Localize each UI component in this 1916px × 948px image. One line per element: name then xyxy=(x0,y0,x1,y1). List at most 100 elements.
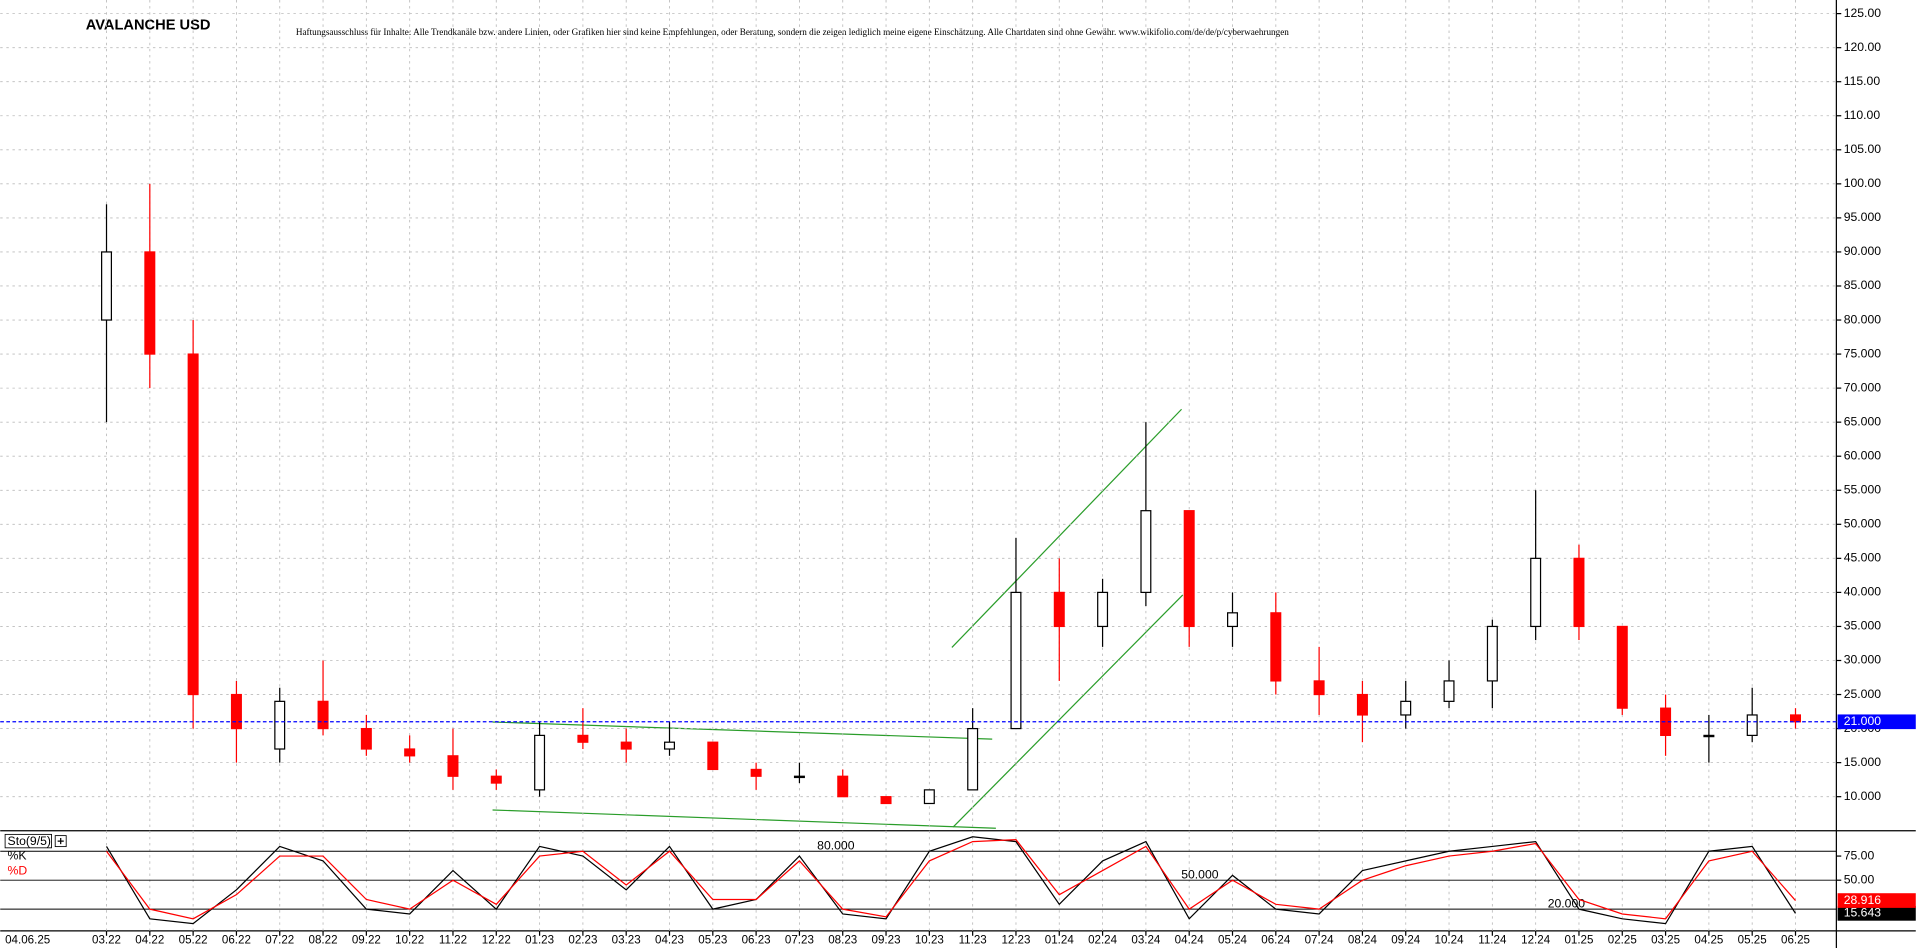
candle-body xyxy=(620,741,632,750)
candle-body xyxy=(1010,591,1022,730)
candle-body xyxy=(360,727,372,750)
x-tick-label: 09.23 xyxy=(872,934,901,947)
y-tick-label: 35.000 xyxy=(1844,619,1882,633)
y-tick-label: 80.000 xyxy=(1844,312,1882,326)
y-tick-label: 95.000 xyxy=(1844,210,1882,224)
x-tick-label: 12.23 xyxy=(1001,934,1030,947)
x-tick-label: 08.24 xyxy=(1348,934,1378,947)
value-label: 28.916 xyxy=(1844,893,1882,907)
level-label: 80.000 xyxy=(817,839,855,853)
candle-body xyxy=(1227,612,1239,628)
candle-body xyxy=(187,353,199,696)
x-tick-label: 02.24 xyxy=(1088,934,1118,947)
candle-body xyxy=(1790,714,1801,723)
value-label: 15.643 xyxy=(1844,906,1882,920)
y-tick-label: 70.000 xyxy=(1844,380,1882,394)
x-tick-label: 07.24 xyxy=(1305,934,1335,947)
x-tick-label: 06.22 xyxy=(222,934,251,947)
y-tick-label: 105.00 xyxy=(1844,142,1882,156)
candle-body xyxy=(750,768,762,777)
x-tick-label: 10.22 xyxy=(395,934,424,947)
y-tick-label: 120.00 xyxy=(1844,40,1882,54)
x-tick-label: 11.22 xyxy=(439,934,467,947)
y-tick-label: 55.000 xyxy=(1844,482,1882,496)
level-label: 20.000 xyxy=(1548,896,1586,910)
y-tick-label: 125.00 xyxy=(1844,6,1882,20)
candle-body xyxy=(1097,591,1109,628)
x-tick-label: 10.24 xyxy=(1435,934,1465,947)
x-tick-label: 08.22 xyxy=(309,934,338,947)
x-tick-label: 05.23 xyxy=(698,934,727,947)
x-tick-label: 08.23 xyxy=(828,934,857,947)
candle-body xyxy=(1270,612,1282,682)
x-tick-label: 12.22 xyxy=(482,934,511,947)
candle-body xyxy=(577,734,589,743)
y-tick-label: 50.00 xyxy=(1844,872,1875,886)
x-tick-label: 02.25 xyxy=(1608,934,1637,947)
candle-body xyxy=(1053,591,1065,628)
legend-k: %K xyxy=(8,849,27,863)
y-tick-label: 10.000 xyxy=(1844,789,1882,803)
y-tick-label: 75.000 xyxy=(1844,346,1882,360)
indicator-name: Sto(9/5) xyxy=(8,834,51,848)
candle-body xyxy=(1530,557,1542,628)
candle-body xyxy=(1313,680,1325,696)
x-tick-label: 04.24 xyxy=(1175,934,1205,947)
candle-body xyxy=(1400,700,1412,716)
date-label: 04.06.25 xyxy=(5,934,50,947)
y-tick-label: 85.000 xyxy=(1844,278,1882,292)
candle-body xyxy=(1573,557,1585,628)
candle-body xyxy=(317,700,329,730)
candle-body xyxy=(1356,693,1368,716)
candle-body xyxy=(707,741,719,771)
last-price-label: 21.000 xyxy=(1844,714,1882,728)
candle-body xyxy=(923,789,935,805)
y-tick-label: 90.000 xyxy=(1844,244,1882,258)
candle-body xyxy=(1616,625,1628,709)
y-tick-label: 110.00 xyxy=(1844,108,1881,122)
candle-body xyxy=(1703,734,1715,738)
candle-body xyxy=(1443,680,1455,702)
x-tick-label: 06.23 xyxy=(742,934,771,947)
last-price-box xyxy=(1837,714,1916,730)
candle-body xyxy=(101,251,113,321)
candle-body xyxy=(880,796,892,805)
candle-body xyxy=(144,251,156,355)
stoch-line xyxy=(106,839,1796,920)
candle-body xyxy=(1183,510,1195,628)
x-tick-label: 12.24 xyxy=(1521,934,1551,947)
x-tick-label: 05.22 xyxy=(179,934,208,947)
x-tick-label: 09.24 xyxy=(1391,934,1421,947)
value-box xyxy=(1837,906,1916,921)
y-tick-label: 40.000 xyxy=(1844,585,1882,599)
candle-body xyxy=(490,775,502,784)
x-tick-label: 01.25 xyxy=(1564,934,1593,947)
y-tick-label: 65.000 xyxy=(1844,414,1882,428)
x-tick-label: 02.23 xyxy=(568,934,597,947)
y-tick-label: 25.000 xyxy=(1844,687,1882,701)
indicator-box xyxy=(4,833,52,849)
disclaimer: Haftungsausschluss für Inhalte: Alle Tre… xyxy=(296,27,1289,37)
y-tick-label: 30.000 xyxy=(1844,653,1882,667)
x-tick-label: 11.24 xyxy=(1478,934,1507,947)
x-tick-label: 04.25 xyxy=(1694,934,1723,947)
x-tick-label: 07.22 xyxy=(265,934,294,947)
expand-icon xyxy=(57,838,64,845)
x-tick-label: 11.23 xyxy=(959,934,987,947)
y-tick-label: 50.000 xyxy=(1844,517,1882,531)
level-label: 50.000 xyxy=(1181,868,1219,882)
trendline xyxy=(492,721,993,740)
x-tick-label: 04.23 xyxy=(655,934,684,947)
candle-body xyxy=(404,748,416,757)
x-tick-label: 04.22 xyxy=(135,934,164,947)
chart-title: AVALANCHE USD xyxy=(86,18,211,34)
x-tick-label: 03.24 xyxy=(1131,934,1161,947)
y-tick-label: 115.00 xyxy=(1844,74,1881,88)
x-tick-label: 05.25 xyxy=(1738,934,1767,947)
y-tick-label: 75.00 xyxy=(1844,848,1875,862)
trendline xyxy=(951,408,1183,648)
y-tick-label: 60.000 xyxy=(1844,448,1882,462)
x-tick-label: 03.23 xyxy=(612,934,641,947)
y-tick-label: 45.000 xyxy=(1844,551,1882,565)
x-tick-label: 01.24 xyxy=(1045,934,1075,947)
